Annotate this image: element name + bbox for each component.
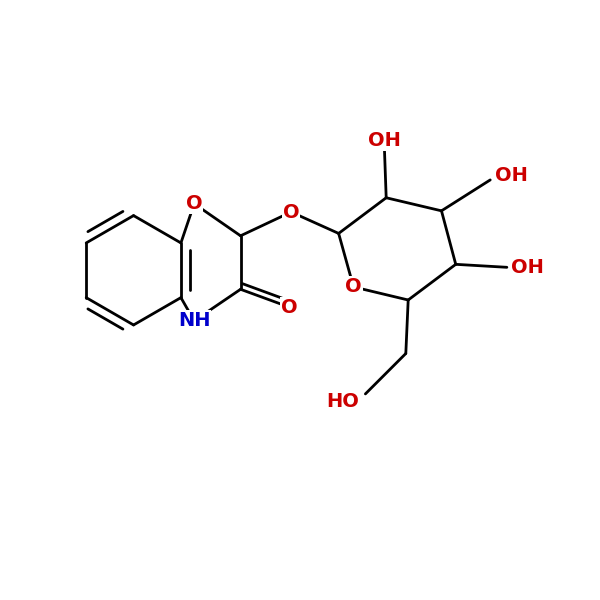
Text: O: O (186, 194, 203, 213)
Text: O: O (283, 203, 299, 221)
Text: OH: OH (511, 258, 544, 277)
Text: O: O (281, 298, 298, 317)
Text: NH: NH (178, 311, 211, 331)
Text: OH: OH (368, 131, 401, 150)
Text: O: O (345, 277, 362, 296)
Text: HO: HO (326, 392, 359, 410)
Text: OH: OH (494, 166, 527, 185)
